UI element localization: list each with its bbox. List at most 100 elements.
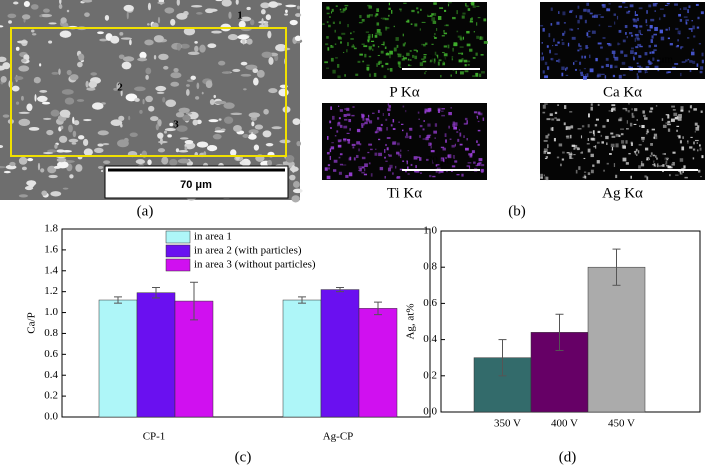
map-dot [571,157,574,159]
map-dot [646,29,651,32]
map-dot [682,136,684,139]
map-dot [463,59,468,63]
map-dot [379,166,384,171]
map-dot [653,136,658,140]
map-dot [380,123,383,127]
map-dot [355,154,359,158]
map-dot [477,111,481,115]
map-dot [385,118,388,121]
map-dot [667,37,670,40]
map-dot [416,50,418,53]
particle [68,124,73,133]
map-dot [699,66,704,70]
particle [123,4,134,12]
map-dot [397,61,401,65]
particle [61,89,74,95]
map-dot [618,5,622,8]
map-dot [614,21,616,25]
map-dot [342,8,346,12]
particle [83,118,92,122]
map-dot [615,133,619,137]
map-dot [677,39,679,42]
particle [18,156,28,165]
particle [142,98,145,105]
particle [268,1,279,8]
element-label: Ag Kα [602,185,643,201]
map-dot [680,72,682,77]
map-dot [619,117,623,122]
y-axis-label: Ca/P [26,312,38,333]
map-dot [337,140,341,143]
map-dot [646,129,649,133]
map-dot [567,42,570,47]
map-dot [638,70,642,73]
map-dot [430,150,435,153]
map-dot [374,131,378,134]
map-dot [368,162,371,165]
map-dot [592,164,595,167]
particle [30,29,35,33]
map-dot [619,43,621,45]
particle [0,25,4,28]
particle [187,51,200,55]
map-dot [402,129,404,132]
map-dot [371,33,373,38]
map-dot [455,70,458,74]
particle [20,58,27,63]
map-dot [644,71,646,74]
map-dot [388,112,390,116]
map-dot [398,63,401,67]
map-dot [443,30,445,33]
map-dot [337,63,340,68]
map-dot [405,109,407,113]
map-dot [577,5,580,9]
map-dot [674,3,678,6]
map-dot [685,59,688,62]
map-dot [699,70,703,74]
map-dot [575,15,577,18]
map-dot [415,165,417,169]
map-dot [580,71,583,75]
map-dot [427,14,429,18]
map-dot [377,61,381,65]
map-dot [615,143,619,148]
map-dot [656,59,661,62]
x-tick-label: CP-1 [143,431,166,443]
map-dot [688,28,693,30]
particle [41,101,51,105]
map-dot [598,14,602,16]
map-dot [377,45,380,48]
particle [262,130,272,138]
map-dot [624,6,628,8]
map-dot [382,17,386,20]
map-dot [667,128,671,132]
map-dot [349,128,351,131]
map-dot [451,165,456,168]
map-dot [590,153,594,158]
map-dot [417,111,420,114]
map-dot [597,130,601,134]
map-dot [628,32,633,35]
map-dot [407,150,410,152]
bar [98,299,138,418]
particle [235,0,239,5]
bar [587,266,646,413]
map-dot [328,24,331,28]
particle [8,20,12,24]
map-dot [636,62,639,65]
map-dot [608,43,612,47]
map-dot [671,66,676,70]
map-dot [681,167,685,170]
map-dot [618,134,621,138]
map-dot [384,46,387,49]
map-dot [659,29,663,34]
map-dot [427,15,432,18]
map-dot [590,106,593,111]
particle [48,174,58,179]
map-dot [377,109,380,113]
map-dot [698,43,701,45]
particle [128,115,131,121]
map-dot [655,164,657,167]
map-dot [373,72,377,77]
map-dot [682,169,684,173]
